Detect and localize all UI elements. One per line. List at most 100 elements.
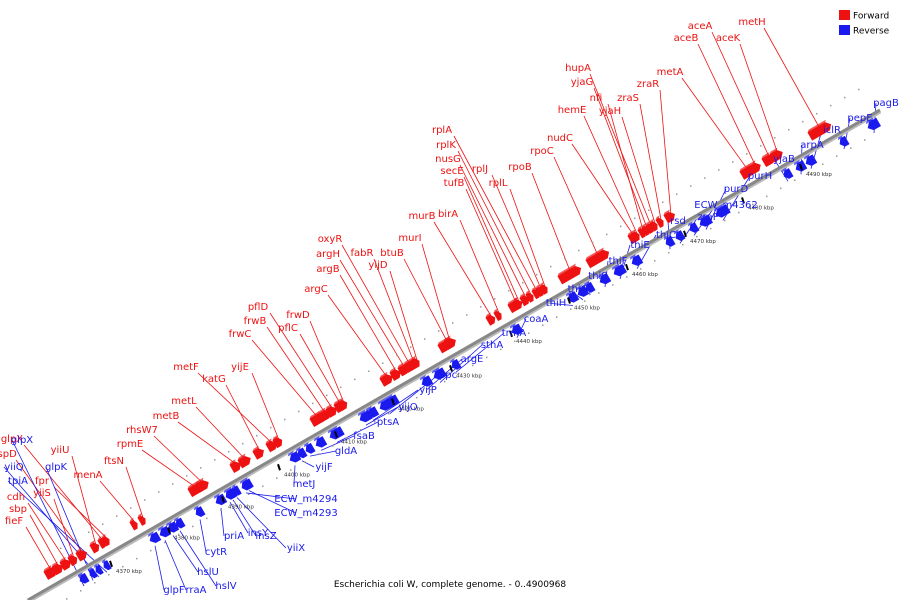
gene-label-fpr: fpr <box>35 476 50 487</box>
gene-label-metB: metB <box>153 411 180 422</box>
dot <box>388 413 390 415</box>
gene-murI <box>443 336 454 350</box>
gene-yjaG-edge <box>641 223 646 228</box>
gene-yijD-shape <box>411 358 420 369</box>
gene-aceK-edge <box>769 147 778 155</box>
gene-rpoC-edge <box>585 247 604 261</box>
label-line-btuB <box>403 258 450 346</box>
gene-label-rplK: rplK <box>436 140 456 151</box>
gene-purH-shape <box>715 204 731 218</box>
legend-reverse-swatch <box>839 25 850 35</box>
dot <box>578 249 580 252</box>
kbp-tick-label: 4390 kbp <box>228 504 254 510</box>
gene-rhsW7-edge <box>195 477 204 485</box>
gene-zraS-shape <box>655 217 664 228</box>
dot <box>200 467 202 469</box>
gene-argE-shape <box>421 375 434 387</box>
label-line-trmA <box>455 332 505 373</box>
gene-thiE-shape <box>613 263 627 277</box>
gene-label-cdh: cdh <box>7 492 25 503</box>
gene-iclR-shape <box>805 154 818 166</box>
gene-yijE-edge <box>272 434 278 441</box>
gene-label-yiiU: yiiU <box>51 445 70 456</box>
gene-glpF-edge <box>147 531 154 537</box>
gene-glpK <box>87 566 98 579</box>
dot <box>94 582 96 584</box>
dot <box>312 402 314 405</box>
label-line-aceB <box>697 43 757 168</box>
gene-ppc-edge <box>377 393 393 405</box>
gene-fabR-edge <box>407 357 413 363</box>
label-line-metJ <box>293 465 296 485</box>
gene-ECW_m4362 <box>687 221 700 233</box>
gene-cytR-edge <box>193 505 199 511</box>
gene-label-yijF: yijF <box>315 462 332 473</box>
gene-thiF-shape <box>599 272 612 285</box>
dot <box>354 378 356 381</box>
gene-label-uspD: uspD <box>0 449 17 460</box>
gene-purD <box>697 213 713 227</box>
gene-fsaB-shape <box>315 436 328 448</box>
label-line-fpr <box>53 486 108 539</box>
kbp-tick-mark <box>683 230 687 238</box>
label-line-ptsA <box>336 421 379 443</box>
gene-label-fabR: fabR <box>351 248 374 259</box>
gene-trmA <box>449 358 462 370</box>
label-line-yijP <box>372 389 419 421</box>
kbp-tick-label: 4440 kbp <box>516 339 542 345</box>
gene-label-rraA: rraA <box>185 585 206 596</box>
gene-label-rsd: rsd <box>670 216 686 227</box>
gene-label-murI: murI <box>398 233 421 244</box>
dot <box>864 139 866 141</box>
gene-label-glpX: glpX <box>1 434 23 445</box>
gene-ftsN <box>137 513 146 526</box>
gene-metF-edge <box>265 438 272 445</box>
label-line-nfi <box>607 103 644 231</box>
gene-aceK <box>769 147 783 163</box>
kbp-tick-mark <box>391 398 395 406</box>
label-line-argB <box>339 274 398 373</box>
reverse-gene-arrows <box>77 117 881 584</box>
gene-metL <box>237 453 251 469</box>
dot <box>220 509 222 512</box>
kbp-tick-mark <box>509 330 513 338</box>
gene-purH-edge <box>713 203 724 212</box>
dot <box>410 346 412 348</box>
dot <box>66 598 68 600</box>
gene-zraP <box>673 229 686 241</box>
dot <box>746 153 748 155</box>
label-line-cdh <box>27 502 68 563</box>
gene-purD-edge <box>697 213 706 221</box>
label-line-tufB <box>465 188 518 306</box>
label-line-argH <box>339 259 406 369</box>
dot <box>844 96 846 99</box>
label-line-metL <box>195 406 247 461</box>
gene-label-rpoB: rpoB <box>508 162 532 173</box>
dot <box>774 137 776 139</box>
dot <box>514 340 516 343</box>
gene-label-pflD: pflD <box>248 302 269 313</box>
label-line-murB <box>433 221 493 318</box>
gene-pepE-edge <box>837 135 843 141</box>
gene-tpiA <box>101 558 112 571</box>
gene-thiE-edge <box>611 263 620 271</box>
dot <box>704 177 706 179</box>
dot <box>808 171 810 173</box>
gene-rpoC <box>585 247 610 269</box>
gene-label-frwD: frwD <box>286 310 310 321</box>
kbp-tick-mark <box>567 297 571 304</box>
gene-nusG <box>519 292 530 307</box>
dot <box>430 388 432 391</box>
gene-yiiU-edge <box>89 540 95 546</box>
gene-thiF <box>597 272 612 285</box>
label-line-yjaH <box>621 116 656 224</box>
gene-yiiS-edge <box>67 552 73 558</box>
gene-argB-edge <box>389 367 396 373</box>
dot <box>256 434 258 437</box>
gene-rplL-edge <box>539 282 544 287</box>
gene-metJ <box>287 450 302 463</box>
gene-nudC-edge <box>627 230 633 236</box>
gene-metH-shape <box>807 122 832 141</box>
gene-iclR-edge <box>803 154 810 160</box>
gene-rplK-shape <box>525 292 534 303</box>
